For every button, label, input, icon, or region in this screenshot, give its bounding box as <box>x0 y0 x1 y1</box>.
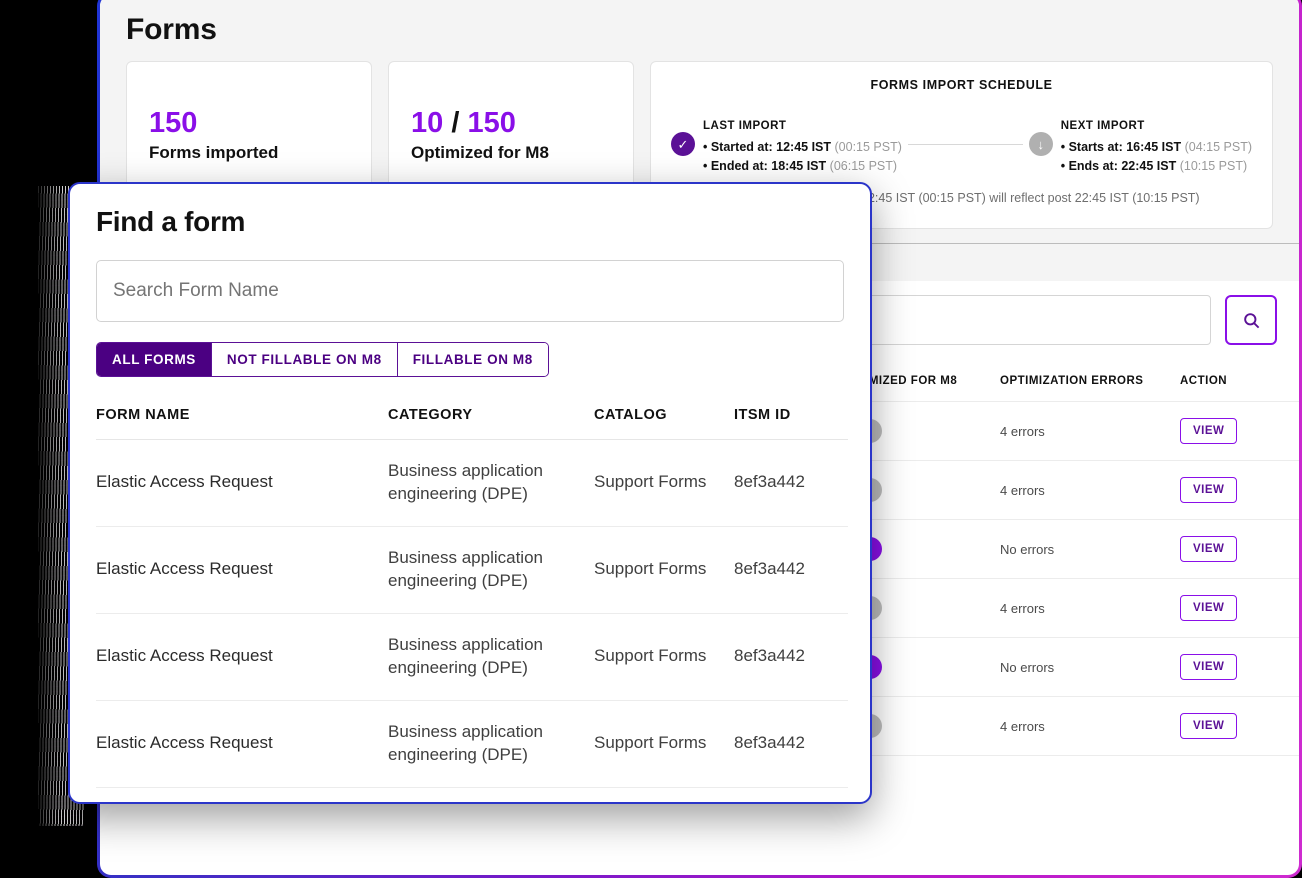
dialog-forms-table: FORM NAME CATEGORY CATALOG ITSM ID Elast… <box>96 407 848 788</box>
stat-value-separator: / <box>451 107 460 139</box>
cell-errors: No errors <box>1000 519 1180 579</box>
dialog-title: Find a form <box>96 206 246 237</box>
dialog-col-catalog[interactable]: CATALOG <box>594 407 734 440</box>
cell-action: VIEW <box>1180 578 1299 638</box>
next-import-heading: NEXT IMPORT <box>1060 120 1145 132</box>
dialog-cell-itsm-id: 8ef3a442 <box>734 439 848 527</box>
download-arrow-icon: ↓ <box>1028 132 1053 156</box>
list-item[interactable]: Elastic Access Request Business applicat… <box>96 613 848 701</box>
stat-value-optimized-current: 10 <box>411 107 444 139</box>
search-icon[interactable] <box>1225 295 1277 345</box>
cell-action: VIEW <box>1180 519 1299 579</box>
last-import-heading: LAST IMPORT <box>703 120 787 132</box>
dialog-cell-catalog: Support Forms <box>594 526 734 614</box>
list-item[interactable]: Elastic Access Request Business applicat… <box>96 526 848 614</box>
dialog-col-form-name[interactable]: FORM NAME <box>96 407 388 440</box>
view-button[interactable]: VIEW <box>1180 477 1238 503</box>
list-item[interactable]: Elastic Access Request Business applicat… <box>96 700 848 788</box>
view-button[interactable]: VIEW <box>1180 654 1238 680</box>
list-item[interactable]: Elastic Access Request Business applicat… <box>96 439 848 527</box>
view-button[interactable]: VIEW <box>1180 418 1238 444</box>
search-form-name-input[interactable] <box>96 260 844 322</box>
cell-errors: No errors <box>1000 637 1180 697</box>
schedule-next-import: ↓ NEXT IMPORT • Starts at: 16:45 IST (04… <box>1028 118 1252 177</box>
stat-value-optimized-total: 150 <box>467 107 516 139</box>
schedule-connector-line <box>907 144 1023 145</box>
schedule-last-import: ✓ LAST IMPORT • Started at: 12:45 IST (0… <box>671 118 902 177</box>
cell-errors: 4 errors <box>1000 696 1180 756</box>
dialog-col-category[interactable]: CATEGORY <box>388 407 594 440</box>
dialog-cell-category: Business application engineering (DPE) <box>388 439 594 527</box>
cell-action: VIEW <box>1180 460 1299 520</box>
dialog-cell-catalog: Support Forms <box>594 613 734 701</box>
dialog-col-itsm-id[interactable]: ITSM ID <box>734 407 848 440</box>
cell-action: VIEW <box>1180 696 1299 756</box>
cell-errors: 4 errors <box>1000 460 1180 520</box>
filter-all-forms[interactable]: ALL FORMS <box>97 343 212 376</box>
dialog-body: Find a form ALL FORMS NOT FILLABLE ON M8… <box>70 184 870 788</box>
col-optimization-errors[interactable]: OPTIMIZATION ERRORS <box>1000 361 1180 402</box>
next-import-ends: • Ends at: 22:45 IST (10:15 PST) <box>1060 159 1248 174</box>
view-button[interactable]: VIEW <box>1180 536 1238 562</box>
last-import-ended: • Ended at: 18:45 IST (06:15 PST) <box>703 159 898 174</box>
dialog-cell-category: Business application engineering (DPE) <box>388 613 594 701</box>
find-a-form-dialog: Find a form ALL FORMS NOT FILLABLE ON M8… <box>68 182 872 804</box>
dialog-cell-catalog: Support Forms <box>594 439 734 527</box>
dialog-cell-category: Business application engineering (DPE) <box>388 526 594 614</box>
page-title: Forms <box>126 13 217 46</box>
dialog-cell-form-name: Elastic Access Request <box>96 526 388 614</box>
view-button[interactable]: VIEW <box>1180 713 1238 739</box>
cell-action: VIEW <box>1180 401 1299 461</box>
stat-value-optimized: 10 / 150 <box>411 107 611 140</box>
dialog-cell-form-name: Elastic Access Request <box>96 613 388 701</box>
last-import-started: • Started at: 12:45 IST (00:15 PST) <box>703 139 902 154</box>
dialog-cell-form-name: Elastic Access Request <box>96 700 388 788</box>
cell-errors: 4 errors <box>1000 401 1180 461</box>
dialog-cell-itsm-id: 8ef3a442 <box>734 700 848 788</box>
cell-action: VIEW <box>1180 637 1299 697</box>
dialog-table-body: Elastic Access Request Business applicat… <box>96 439 848 788</box>
cell-errors: 4 errors <box>1000 578 1180 638</box>
next-import-starts: • Starts at: 16:45 IST (04:15 PST) <box>1060 139 1252 154</box>
dialog-cell-form-name: Elastic Access Request <box>96 439 388 527</box>
stat-value-forms-imported: 150 <box>149 107 198 139</box>
filter-not-fillable-on-m8[interactable]: NOT FILLABLE ON M8 <box>211 343 398 376</box>
stat-label-optimized: Optimized for M8 <box>411 142 549 162</box>
stat-label-forms-imported: Forms imported <box>149 142 279 162</box>
filter-fillable-on-m8[interactable]: FILLABLE ON M8 <box>397 343 548 376</box>
dialog-table-header-row: FORM NAME CATEGORY CATALOG ITSM ID <box>96 407 848 440</box>
view-button[interactable]: VIEW <box>1180 595 1238 621</box>
dialog-cell-category: Business application engineering (DPE) <box>388 700 594 788</box>
dialog-cell-catalog: Support Forms <box>594 700 734 788</box>
col-action[interactable]: ACTION <box>1180 361 1299 402</box>
dialog-cell-itsm-id: 8ef3a442 <box>734 613 848 701</box>
page-header: Forms <box>100 0 1299 61</box>
schedule-title: FORMS IMPORT SCHEDULE <box>870 78 1053 92</box>
dialog-cell-itsm-id: 8ef3a442 <box>734 526 848 614</box>
schedule-rail: ✓ LAST IMPORT • Started at: 12:45 IST (0… <box>671 118 1252 177</box>
check-icon: ✓ <box>671 132 695 156</box>
form-filter-segmented-control: ALL FORMS NOT FILLABLE ON M8 FILLABLE ON… <box>96 342 549 377</box>
